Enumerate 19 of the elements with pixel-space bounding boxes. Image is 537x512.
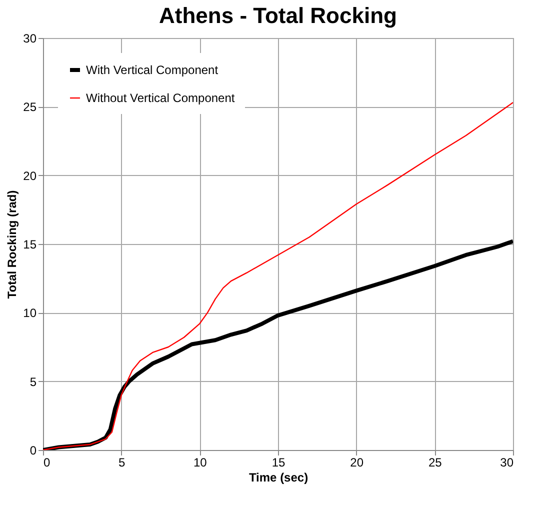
x-axis-title: Time (sec) [248, 470, 308, 484]
x-tick-label: 10 [193, 456, 208, 470]
x-tick-label: 20 [350, 456, 364, 470]
x-tick-label: 15 [272, 456, 286, 470]
y-tick-label: 20 [23, 168, 37, 183]
y-tick-label: 10 [23, 306, 37, 320]
x-tick-label: 0 [44, 456, 50, 470]
legend-label: With Vertical Component [86, 63, 219, 77]
legend-label: Without Vertical Component [86, 91, 236, 105]
x-tick-label: 30 [500, 456, 514, 470]
y-tick-label: 0 [30, 444, 37, 458]
y-axis-title: Total Rocking (rad) [5, 190, 20, 299]
chart-title: Athens - Total Rocking [159, 3, 397, 28]
y-tick-label: 25 [23, 100, 37, 114]
x-tick-label: 25 [428, 456, 442, 470]
x-tick-label: 5 [118, 456, 126, 470]
y-tick-label: 30 [23, 32, 37, 46]
y-tick-label: 15 [23, 238, 37, 252]
y-tick-label: 5 [30, 374, 37, 389]
